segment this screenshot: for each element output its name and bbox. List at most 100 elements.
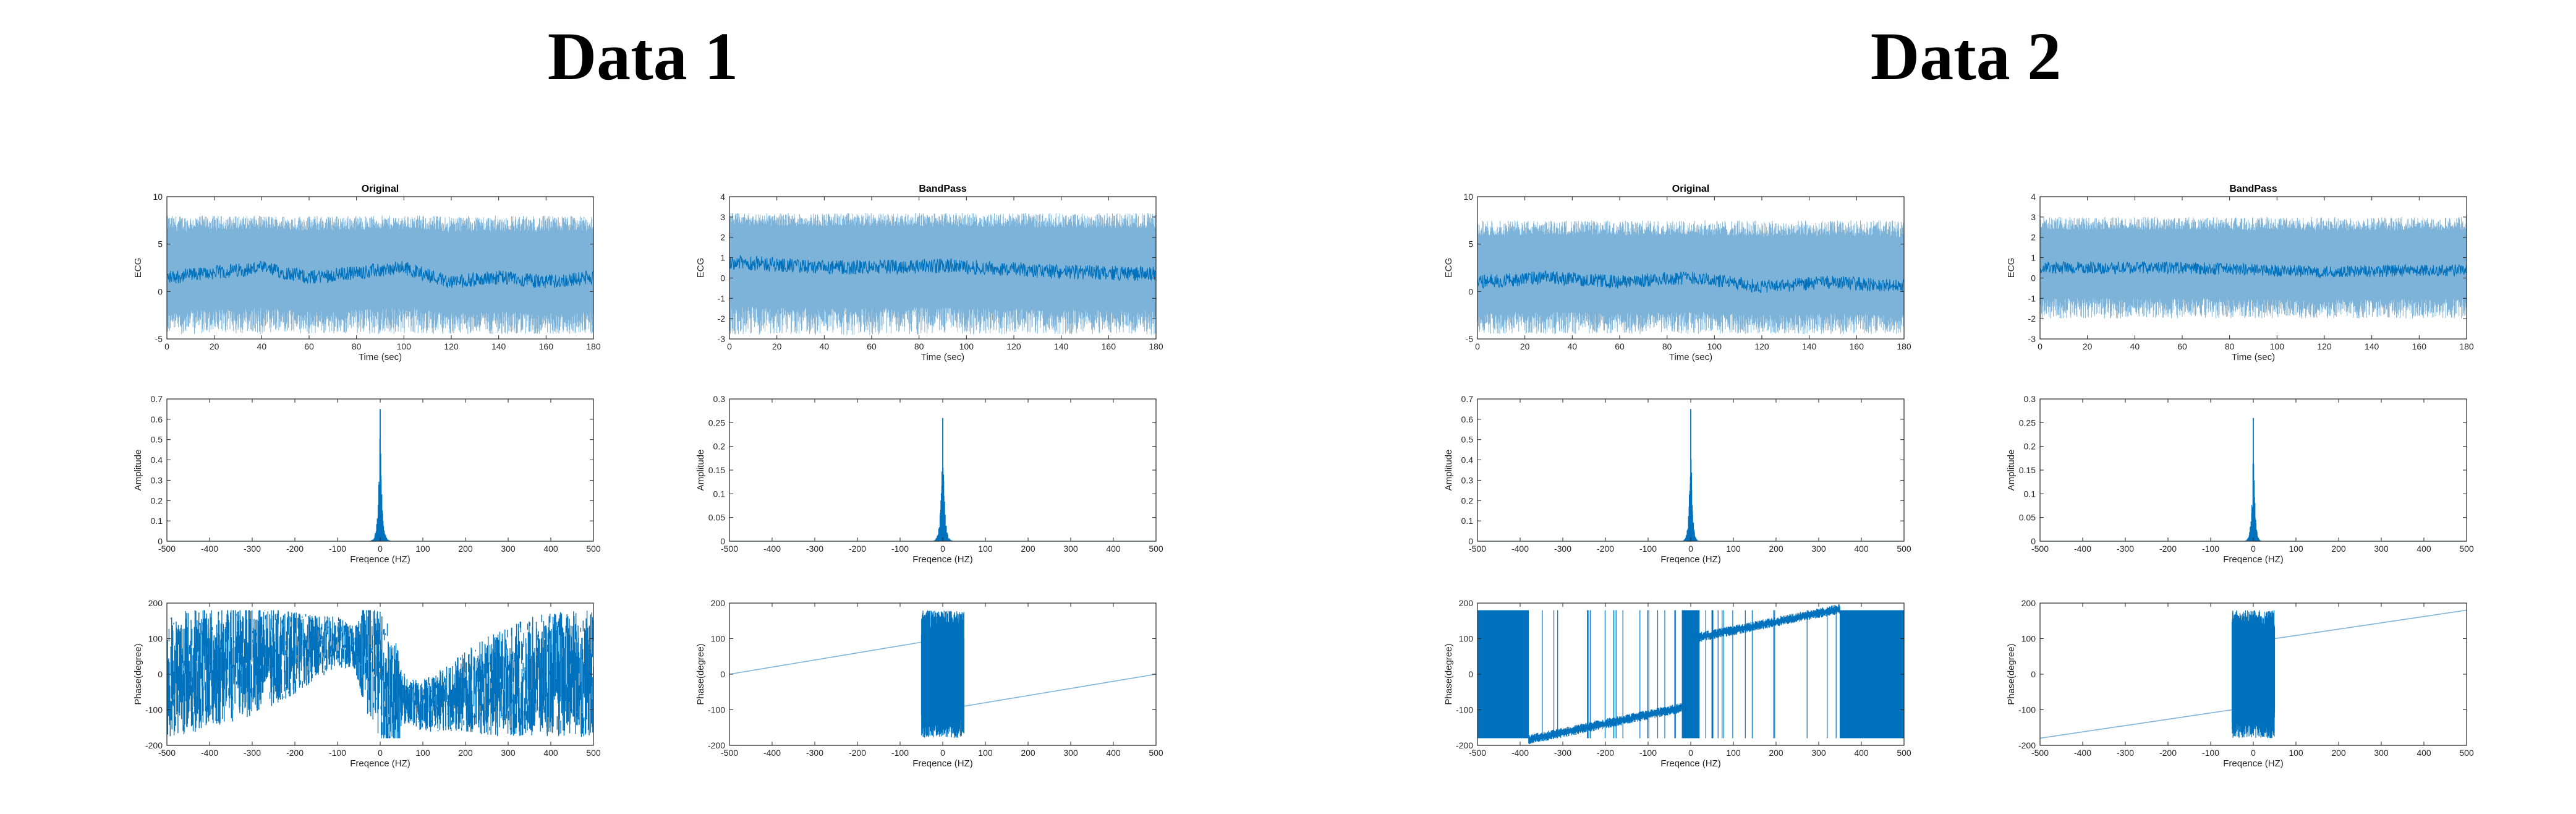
x-tick-label: 100 (415, 748, 430, 758)
x-tick-label: 0 (164, 341, 169, 351)
x-tick-label: -300 (806, 544, 823, 554)
phase-line-left (2040, 709, 2232, 739)
y-tick-label: 3 (720, 212, 725, 222)
y-tick-label: -1 (718, 293, 726, 303)
x-tick-label: -400 (2074, 748, 2091, 758)
x-tick-label: -100 (1639, 748, 1657, 758)
x-axis-label: Freqence (HZ) (1660, 758, 1721, 769)
plot-area (729, 213, 1156, 335)
y-tick-label: 1 (720, 253, 725, 263)
y-tick-label: 0.25 (708, 418, 725, 427)
y-tick-label: 2 (720, 233, 725, 242)
axes-box (2039, 196, 2467, 340)
x-tick-label: 160 (1850, 341, 1864, 351)
x-tick-label: -200 (1597, 544, 1614, 554)
spectrum-series (365, 409, 395, 541)
y-tick-label: 0.15 (708, 465, 725, 475)
x-tick-label: 400 (543, 544, 558, 554)
x-tick-label: 80 (2225, 341, 2235, 351)
x-tick-label: 200 (1769, 544, 1783, 554)
y-tick-label: 0.4 (1461, 455, 1474, 465)
x-tick-label: 0 (378, 748, 383, 758)
x-axis-label: Freqence (HZ) (350, 758, 410, 769)
x-tick-label: -100 (1639, 544, 1657, 554)
y-tick-label: 0.2 (1461, 495, 1474, 505)
phase-line-right (964, 674, 1156, 707)
ecg-series (1477, 270, 1904, 293)
y-tick-label: 0 (1468, 536, 1473, 546)
x-tick-label: 400 (543, 748, 558, 758)
x-tick-label: -300 (1554, 544, 1571, 554)
chart-d1-orig-amp: -500 -400 -300 -200 -100 0 100 200 300 400 500 0 0.1… (133, 394, 601, 565)
x-tick-label: -500 (158, 748, 176, 758)
x-tick-label: 300 (501, 748, 516, 758)
x-tick-label: 300 (1063, 544, 1078, 554)
x-tick-label: 140 (2365, 341, 2379, 351)
x-tick-label: 40 (1568, 341, 1578, 351)
y-tick-label: 0.05 (2019, 513, 2036, 523)
x-tick-label: -500 (2031, 544, 2049, 554)
plot-area (2040, 216, 2467, 319)
y-tick-label: 10 (153, 192, 163, 202)
x-tick-label: -200 (1597, 748, 1614, 758)
phase-band-series (2231, 610, 2276, 739)
phase-series (167, 610, 593, 739)
x-tick-label: 500 (1897, 748, 1911, 758)
y-tick-label: 0.6 (1461, 414, 1474, 424)
x-tick-label: 500 (586, 544, 601, 554)
x-tick-label: -300 (1554, 748, 1571, 758)
phase-line-left (729, 641, 922, 675)
y-tick-label: -100 (2018, 705, 2036, 715)
y-tick-label: 0.1 (2024, 489, 2036, 499)
x-axis-label: Freqence (HZ) (2223, 554, 2284, 565)
x-tick-label: 400 (1106, 748, 1121, 758)
y-axis-label: Phase(degree) (2006, 643, 2017, 705)
y-tick-label: 0.4 (151, 455, 163, 465)
y-axis-label: Phase(degree) (133, 643, 143, 705)
y-tick-label: -3 (718, 334, 726, 344)
x-tick-label: -100 (891, 544, 909, 554)
x-tick-label: 400 (1854, 748, 1869, 758)
x-tick-label: 0 (378, 544, 383, 554)
chart-d2-band-amp: -500 -400 -300 -200 -100 0 100 200 300 400 500 0 0.0… (2006, 394, 2474, 565)
x-tick-label: -500 (1469, 748, 1486, 758)
x-tick-label: -500 (1469, 544, 1486, 554)
x-tick-label: -400 (201, 544, 218, 554)
x-tick-label: -300 (244, 544, 261, 554)
x-tick-label: 40 (2130, 341, 2140, 351)
x-tick-label: 100 (1726, 544, 1741, 554)
chart-d2-orig-amp: -500 -400 -300 -200 -100 0 100 200 300 400 500 0 0.1… (1443, 394, 1911, 565)
data2-title: Data 2 (1870, 19, 2062, 94)
y-tick-label: 0 (720, 273, 725, 283)
y-tick-label: 0.25 (2019, 418, 2036, 427)
x-tick-label: 140 (1802, 341, 1817, 351)
y-tick-label: 0 (158, 286, 163, 296)
x-tick-label: -300 (806, 748, 823, 758)
x-tick-label: 160 (1102, 341, 1116, 351)
y-tick-label: 200 (1459, 598, 1474, 608)
y-axis-label: ECG (2006, 258, 2017, 278)
x-tick-label: -300 (2117, 748, 2134, 758)
x-tick-label: 100 (978, 748, 993, 758)
x-tick-label: 60 (2177, 341, 2187, 351)
x-tick-label: 0 (2251, 748, 2256, 758)
y-tick-label: -2 (2028, 314, 2036, 323)
plot-area (1477, 604, 1904, 744)
x-tick-label: 100 (1707, 341, 1722, 351)
x-tick-label: 500 (1897, 544, 1911, 554)
x-tick-label: 160 (2412, 341, 2427, 351)
y-tick-label: 5 (1468, 239, 1473, 249)
x-tick-label: 140 (491, 341, 506, 351)
y-axis-label: Amplitude (695, 450, 706, 491)
y-tick-label: 0.6 (151, 414, 163, 424)
y-tick-label: 100 (148, 634, 163, 644)
plot-area (167, 409, 593, 541)
x-tick-label: 100 (978, 544, 993, 554)
y-tick-label: 0.3 (2024, 394, 2036, 404)
x-tick-label: 80 (352, 341, 362, 351)
y-axis-label: ECG (1443, 258, 1454, 278)
x-tick-label: 80 (1662, 341, 1672, 351)
x-tick-label: 0 (2251, 544, 2256, 554)
